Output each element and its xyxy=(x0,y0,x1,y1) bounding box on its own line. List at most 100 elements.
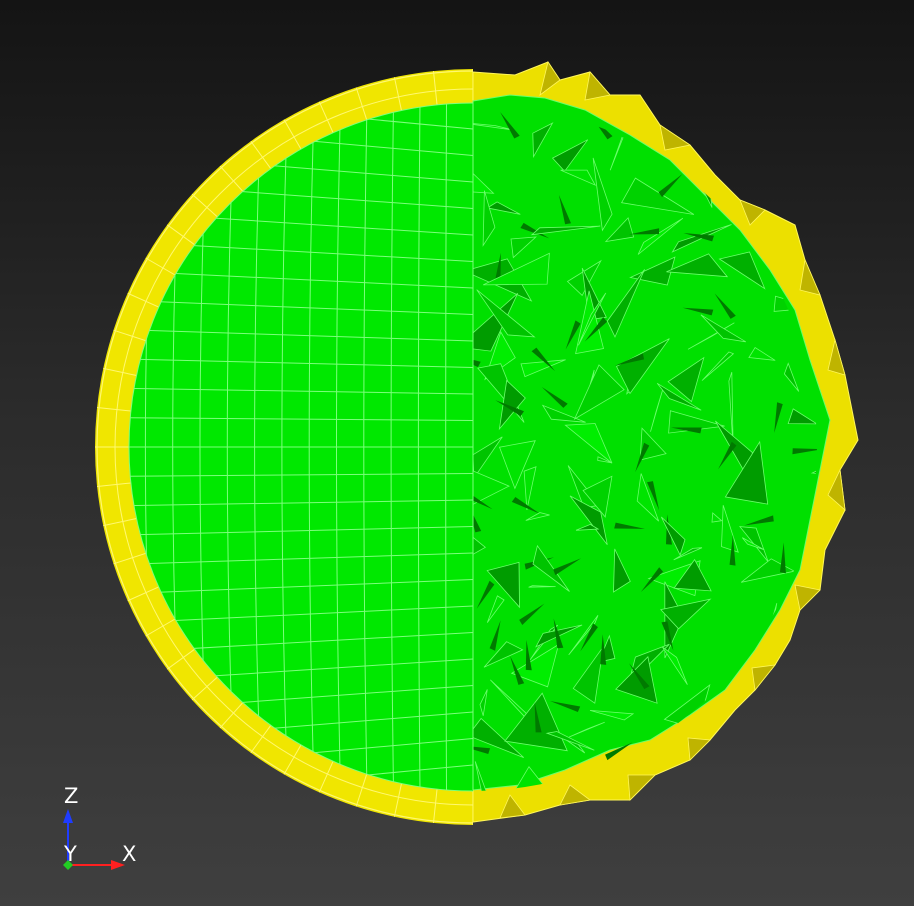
mesh-facet xyxy=(573,364,625,420)
mesh-facet xyxy=(486,561,520,609)
mesh-facet xyxy=(486,201,521,215)
shell-mesh-line xyxy=(166,648,195,670)
y-axis-label: Y xyxy=(63,842,77,866)
mesh-facet xyxy=(575,523,600,531)
mesh-facet xyxy=(532,544,570,592)
mesh-facet xyxy=(728,371,734,447)
mesh-facet xyxy=(569,495,608,545)
mesh-facet-shadow xyxy=(718,441,737,470)
mesh-facet xyxy=(615,338,670,395)
mesh-line xyxy=(129,300,473,315)
mesh-facet-shadow xyxy=(614,522,645,529)
y-axis-marker-icon xyxy=(63,860,73,870)
mesh-facet-shadow xyxy=(520,222,550,239)
mesh-facet xyxy=(748,346,776,361)
mesh-line xyxy=(129,473,473,477)
mesh-facet-shadow xyxy=(744,515,774,526)
mesh-facet xyxy=(486,595,505,623)
shell-mesh-line xyxy=(283,119,302,150)
shell-mesh-line xyxy=(191,676,218,701)
shell-mesh-line xyxy=(250,725,272,754)
mesh-line xyxy=(129,417,473,421)
mesh-facet xyxy=(701,351,735,381)
mesh-facet xyxy=(551,139,589,172)
mesh-facet-shadow xyxy=(558,194,571,225)
shell-mesh-line xyxy=(103,518,137,527)
z-axis-arrow-icon xyxy=(63,809,73,823)
mesh-facet-shadow xyxy=(500,112,520,139)
shell-mesh-line xyxy=(97,406,131,412)
mesh-facet-shadow xyxy=(550,701,581,713)
mesh-facet xyxy=(592,157,613,232)
mesh-facet xyxy=(483,641,524,668)
shell-mesh-line xyxy=(191,193,218,218)
shell-mesh-line xyxy=(318,101,334,133)
mesh-facet-shadow xyxy=(531,347,555,372)
mesh-facet-shadow xyxy=(670,427,702,434)
mesh-facet xyxy=(700,314,747,343)
mesh-facet xyxy=(582,475,613,518)
mesh-facet xyxy=(721,505,739,553)
mesh-facet xyxy=(541,404,586,423)
shell-mesh-line xyxy=(145,618,176,637)
mesh-facet xyxy=(597,456,613,464)
mesh-facet xyxy=(578,292,607,346)
mesh-facet-shadow xyxy=(519,603,545,625)
mesh-facet xyxy=(718,251,766,290)
shell-mesh-line xyxy=(97,482,131,488)
shell-mesh-line xyxy=(355,87,368,120)
mesh-facet-shadow xyxy=(647,481,660,511)
shell-mesh-line xyxy=(113,552,146,565)
mesh-facet-shadow xyxy=(714,293,736,319)
mesh-facet-shadow xyxy=(614,353,645,366)
shell-mesh-line xyxy=(355,774,368,807)
shell-mesh-line xyxy=(166,224,195,246)
mesh-facet xyxy=(741,537,765,551)
mesh-facet xyxy=(560,169,597,186)
mesh-facet xyxy=(498,440,536,490)
mesh-facet-shadow xyxy=(565,320,581,350)
mesh-facet xyxy=(497,765,549,791)
shell-mesh-line xyxy=(318,761,334,793)
mesh-facet xyxy=(787,408,817,425)
mesh-facet-shadow xyxy=(661,621,674,651)
mesh-facet xyxy=(661,646,688,685)
shell-mesh-line xyxy=(103,367,137,376)
shell-mesh-line xyxy=(283,744,302,775)
mesh-facet-shadow xyxy=(774,402,783,433)
shell-mesh-line xyxy=(432,71,438,105)
mesh-facet xyxy=(483,252,550,286)
mesh-facet xyxy=(525,512,550,521)
shell-mesh-line xyxy=(393,783,402,817)
mesh-facet xyxy=(660,598,712,630)
mesh-facet-shadow xyxy=(683,233,714,242)
mesh-facet-shadow xyxy=(553,618,564,649)
shell-mesh-line xyxy=(145,257,176,276)
shell-mesh-line xyxy=(250,140,272,169)
mesh-facet xyxy=(564,423,613,464)
mesh-facet-shadow xyxy=(779,542,786,574)
mesh-facet xyxy=(510,236,537,259)
mesh-facet-shadow xyxy=(584,317,608,342)
mesh-facet xyxy=(639,427,667,461)
mesh-facet-shadow xyxy=(494,252,501,284)
mesh-facet xyxy=(711,512,723,523)
mesh-facet xyxy=(479,689,488,716)
mesh-facet xyxy=(569,721,605,738)
mesh-facet xyxy=(613,548,631,593)
mesh-facet xyxy=(530,225,601,236)
mesh-facet xyxy=(673,547,703,561)
mesh-facet xyxy=(589,369,595,385)
mesh-facet xyxy=(606,269,645,338)
mesh-line xyxy=(129,358,473,368)
mesh-facet xyxy=(589,710,635,721)
mesh-facet xyxy=(467,717,524,758)
mesh-facet-shadow xyxy=(510,656,525,685)
mesh-facet xyxy=(636,473,660,522)
mesh-facet-shadow xyxy=(629,663,650,690)
mesh-facet xyxy=(482,190,496,247)
mesh-line xyxy=(129,387,473,395)
mesh-facet-shadow xyxy=(629,228,660,235)
